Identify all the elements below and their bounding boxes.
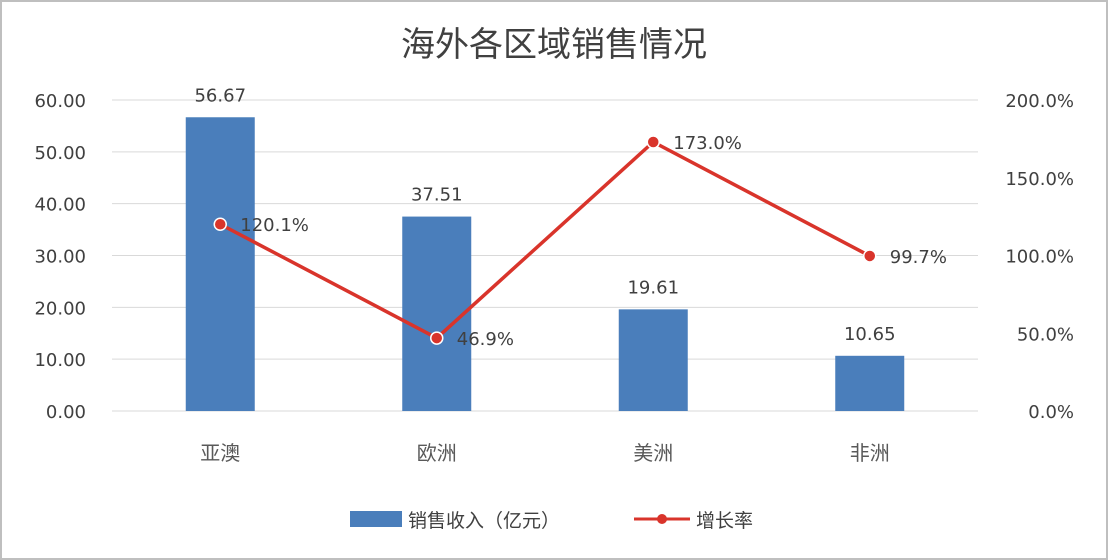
right-tick-label: 200.0% [1005, 91, 1074, 112]
right-tick-label: 0.0% [1028, 402, 1074, 423]
category-label: 美洲 [633, 441, 673, 465]
category-labels: 亚澳 欧洲 美洲 非洲 [200, 441, 890, 465]
left-tick-label: 60.00 [34, 91, 86, 112]
line-value-label: 120.1% [240, 215, 309, 236]
growth-line [219, 139, 871, 341]
bar [402, 216, 472, 411]
line-series [213, 135, 877, 345]
category-label: 亚澳 [200, 441, 240, 465]
bar-series [185, 117, 905, 411]
right-tick-label: 50.0% [1017, 324, 1074, 345]
right-axis-ticks: 0.0% 50.0% 100.0% 150.0% 200.0% [1005, 91, 1074, 423]
bar-value-label: 37.51 [411, 185, 463, 206]
right-tick-label: 100.0% [1005, 247, 1074, 268]
right-tick-label: 150.0% [1005, 169, 1074, 190]
left-tick-label: 50.00 [34, 143, 86, 164]
left-tick-label: 20.00 [34, 298, 86, 319]
bar-value-label: 56.67 [194, 85, 246, 106]
line-point [646, 135, 660, 149]
gridlines [112, 99, 978, 412]
line-value-label: 173.0% [673, 133, 742, 154]
bar-data-labels: 56.67 37.51 19.61 10.65 [194, 85, 895, 345]
legend-bar-swatch [350, 511, 402, 527]
line-point [430, 331, 444, 345]
bar [618, 309, 688, 411]
line-value-label: 99.7% [890, 247, 947, 268]
legend-line-marker [657, 514, 667, 524]
bar-value-label: 10.65 [844, 324, 896, 345]
category-label: 非洲 [850, 441, 890, 465]
legend-bar-label: 销售收入（亿元） [408, 510, 560, 532]
bar [835, 355, 905, 411]
left-tick-label: 40.00 [34, 195, 86, 216]
legend-line-label: 增长率 [696, 510, 753, 532]
legend: 销售收入（亿元） 增长率 [350, 510, 753, 532]
line-point [863, 249, 877, 263]
bar [185, 117, 255, 411]
chart-title: 海外各区域销售情况 [401, 25, 707, 65]
bar-value-label: 19.61 [627, 277, 679, 298]
category-label: 欧洲 [417, 441, 457, 465]
left-tick-label: 10.00 [34, 350, 86, 371]
left-tick-label: 30.00 [34, 247, 86, 268]
left-tick-label: 0.00 [46, 402, 86, 423]
line-value-label: 46.9% [457, 329, 514, 350]
left-axis-ticks: 0.00 10.00 20.00 30.00 40.00 50.00 60.00 [34, 91, 86, 423]
line-data-labels: 120.1% 46.9% 173.0% 99.7% [240, 133, 947, 350]
line-point [213, 217, 227, 231]
